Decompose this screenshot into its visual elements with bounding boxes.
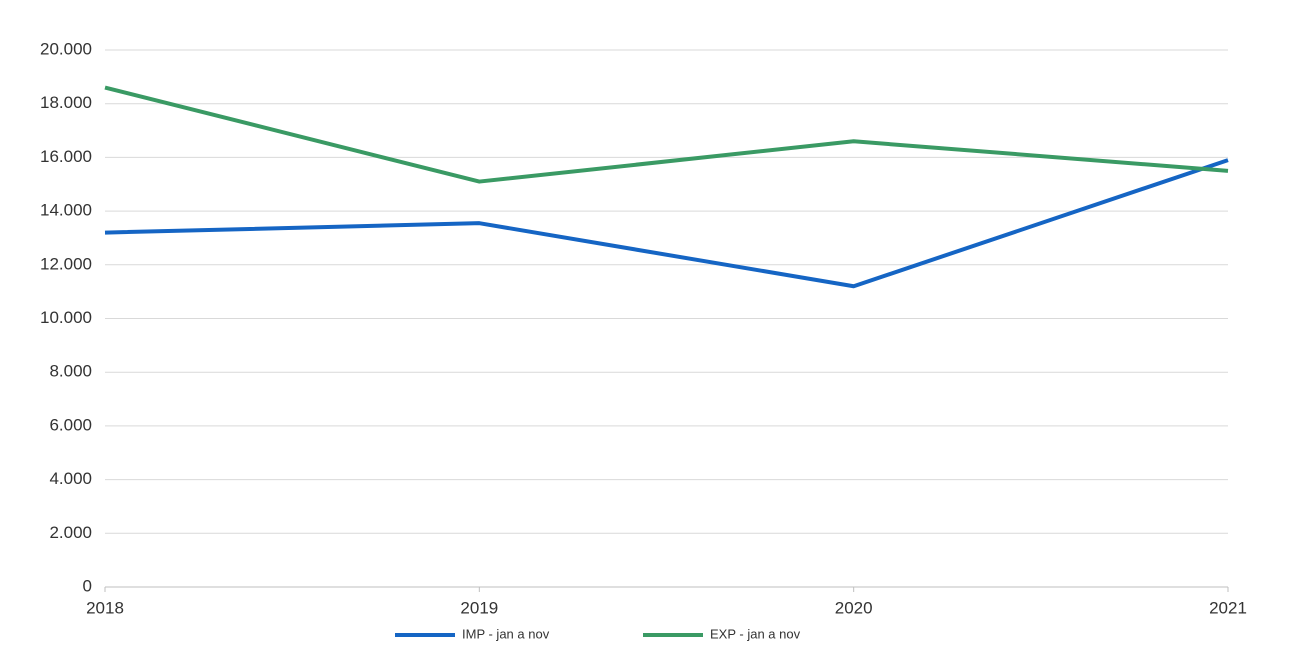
legend-label: IMP - jan a nov [462,626,550,641]
y-tick-label: 14.000 [40,201,92,220]
y-tick-label: 0 [83,576,92,595]
series-line [104,158,1229,289]
x-tick-label: 2021 [1209,598,1247,617]
y-tick-label: 18.000 [40,93,92,112]
x-tick-label: 2018 [86,598,124,617]
y-tick-label: 4.000 [49,469,92,488]
y-tick-label: 8.000 [49,362,92,381]
y-tick-label: 20.000 [40,39,92,58]
x-tick-label: 2019 [460,598,498,617]
series-line [104,85,1229,184]
y-tick-label: 10.000 [40,308,92,327]
y-tick-label: 16.000 [40,147,92,166]
y-tick-label: 2.000 [49,523,92,542]
y-tick-label: 6.000 [49,415,92,434]
x-tick-label: 2020 [835,598,873,617]
y-tick-label: 12.000 [40,254,92,273]
legend-label: EXP - jan a nov [710,626,801,641]
